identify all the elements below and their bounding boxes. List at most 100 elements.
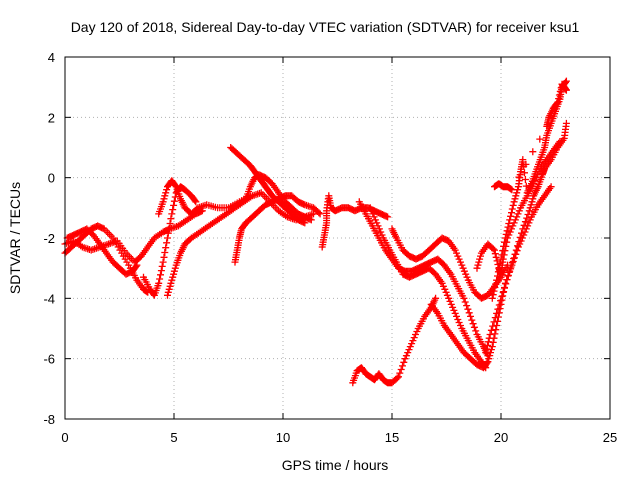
- data-point: [164, 229, 172, 237]
- data-point: [547, 183, 555, 191]
- data-point: [170, 201, 178, 209]
- data-point: [191, 197, 199, 205]
- data-point: [489, 322, 497, 330]
- data-point: [170, 267, 178, 275]
- data-point: [369, 210, 377, 218]
- data-point: [482, 349, 490, 357]
- data-point: [451, 309, 459, 317]
- data-point: [525, 207, 533, 215]
- data-point: [156, 275, 164, 283]
- data-point: [484, 341, 491, 349]
- data-point: [450, 306, 458, 314]
- x-tick-label: 20: [494, 430, 508, 445]
- data-point: [400, 358, 408, 366]
- data-point: [486, 331, 494, 338]
- data-point: [499, 247, 507, 255]
- y-tick-label: 0: [48, 171, 55, 186]
- data-point: [488, 294, 496, 302]
- data-point: [161, 192, 169, 200]
- data-point: [495, 301, 503, 309]
- data-point: [132, 262, 140, 270]
- data-point: [510, 255, 518, 262]
- data-point: [501, 234, 509, 242]
- data-point: [554, 98, 562, 106]
- data-point: [491, 284, 499, 291]
- data-point: [511, 250, 519, 258]
- data-point: [555, 91, 563, 99]
- data-point: [525, 219, 533, 227]
- data-point: [451, 246, 459, 254]
- data-point: [443, 291, 451, 299]
- data-point: [384, 213, 392, 221]
- data-point: [498, 251, 506, 259]
- data-point: [494, 305, 502, 313]
- data-point: [409, 337, 417, 345]
- data-point: [473, 264, 481, 272]
- series-track-4: [140, 183, 200, 299]
- series-track-12: [366, 204, 490, 372]
- data-point: [494, 268, 502, 276]
- data-point: [171, 182, 179, 189]
- x-tick-label: 0: [61, 430, 68, 445]
- data-point: [438, 279, 446, 287]
- y-tick-label: -8: [43, 412, 55, 427]
- y-tick-label: 4: [48, 50, 55, 65]
- data-point: [315, 209, 323, 217]
- data-point: [470, 323, 478, 331]
- data-point: [458, 261, 466, 269]
- data-point: [483, 359, 491, 367]
- data-point: [461, 298, 469, 306]
- data-point: [498, 293, 506, 300]
- data-point: [159, 198, 167, 206]
- data-point: [484, 338, 492, 346]
- data-point: [159, 258, 167, 266]
- data-point: [373, 219, 381, 227]
- data-point: [157, 267, 165, 275]
- data-point: [413, 328, 421, 335]
- data-point: [307, 216, 315, 224]
- data-point: [160, 195, 168, 203]
- data-point: [529, 148, 537, 156]
- data-point: [395, 373, 402, 381]
- data-point: [464, 305, 472, 313]
- data-point: [490, 318, 498, 326]
- data-point: [487, 326, 495, 334]
- data-point: [507, 263, 515, 271]
- data-point: [523, 214, 531, 222]
- data-point: [377, 228, 385, 236]
- data-point: [522, 160, 530, 168]
- data-point: [405, 346, 413, 354]
- data-point: [447, 300, 455, 308]
- data-point: [501, 284, 508, 292]
- data-point: [412, 331, 419, 338]
- data-point: [171, 264, 179, 272]
- data-point: [442, 288, 450, 296]
- data-point: [467, 312, 474, 320]
- data-point: [515, 173, 523, 181]
- data-point: [158, 262, 166, 270]
- data-point: [502, 280, 510, 288]
- data-point: [375, 225, 383, 233]
- data-point: [370, 213, 378, 221]
- data-point: [368, 207, 375, 215]
- data-point: [406, 343, 414, 351]
- data-point: [519, 225, 527, 233]
- y-axis-label: SDTVAR / TECUs: [7, 182, 23, 294]
- data-point: [508, 186, 516, 194]
- data-point: [404, 349, 412, 357]
- data-point: [508, 205, 516, 213]
- data-point: [492, 280, 500, 288]
- x-tick-label: 5: [170, 430, 177, 445]
- data-point: [556, 87, 564, 95]
- data-point: [503, 227, 511, 235]
- data-point: [366, 204, 374, 212]
- data-point: [432, 294, 440, 302]
- data-point: [192, 198, 200, 206]
- data-point: [170, 197, 178, 205]
- data-point: [521, 169, 528, 177]
- data-point: [484, 358, 492, 366]
- data-point: [161, 249, 169, 256]
- series-track-5: [155, 177, 254, 218]
- data-point: [524, 211, 532, 218]
